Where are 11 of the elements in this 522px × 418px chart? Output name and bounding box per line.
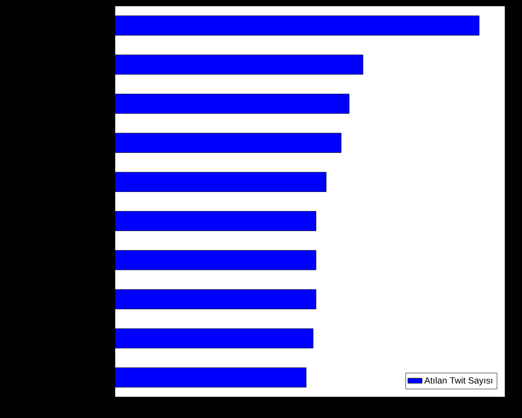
bar [115,172,326,192]
bar [115,211,316,232]
bar [115,94,350,114]
bar [115,367,306,388]
bar [115,328,314,348]
bar [115,132,342,153]
legend-label: Atılan Twit Sayısı [424,377,492,386]
bar [115,250,316,270]
bar [115,16,480,36]
bar [115,54,364,75]
bar [115,289,316,310]
